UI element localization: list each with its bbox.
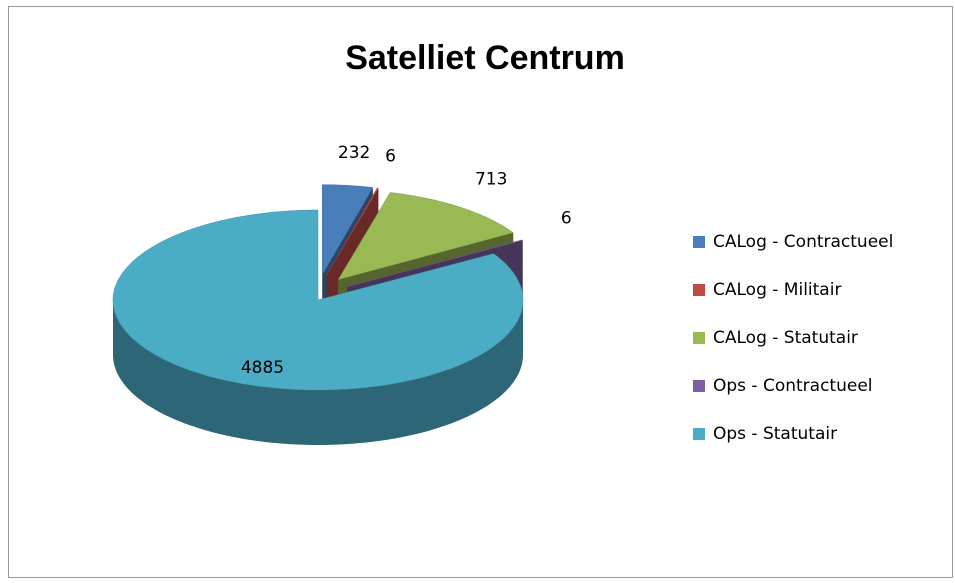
slice bbox=[347, 239, 524, 288]
data-label: 6 bbox=[385, 146, 396, 166]
slice bbox=[112, 209, 524, 391]
pie: 232 6 713 6 4885 bbox=[112, 143, 572, 445]
data-label: 4885 bbox=[241, 358, 284, 378]
data-label: 713 bbox=[475, 169, 507, 189]
legend-swatch bbox=[693, 428, 705, 440]
legend: CALog - Contractueel CALog - Militair CALo… bbox=[693, 232, 893, 444]
legend-swatch bbox=[693, 332, 705, 344]
legend-label: CALog - Statutair bbox=[713, 328, 858, 348]
legend-swatch bbox=[693, 284, 705, 296]
slice bbox=[326, 187, 379, 276]
legend-swatch bbox=[693, 236, 705, 248]
slice-side bbox=[113, 300, 523, 445]
slice bbox=[337, 192, 514, 280]
data-label: 6 bbox=[561, 208, 572, 228]
data-label: 232 bbox=[338, 143, 370, 163]
legend-swatch bbox=[693, 380, 705, 392]
legend-label: Ops - Statutair bbox=[713, 424, 837, 444]
chart-title: Satelliet Centrum bbox=[345, 39, 625, 77]
slice bbox=[321, 184, 374, 276]
legend-label: CALog - Contractueel bbox=[713, 232, 893, 252]
legend-label: Ops - Contractueel bbox=[713, 376, 873, 396]
legend-label: CALog - Militair bbox=[713, 280, 841, 300]
